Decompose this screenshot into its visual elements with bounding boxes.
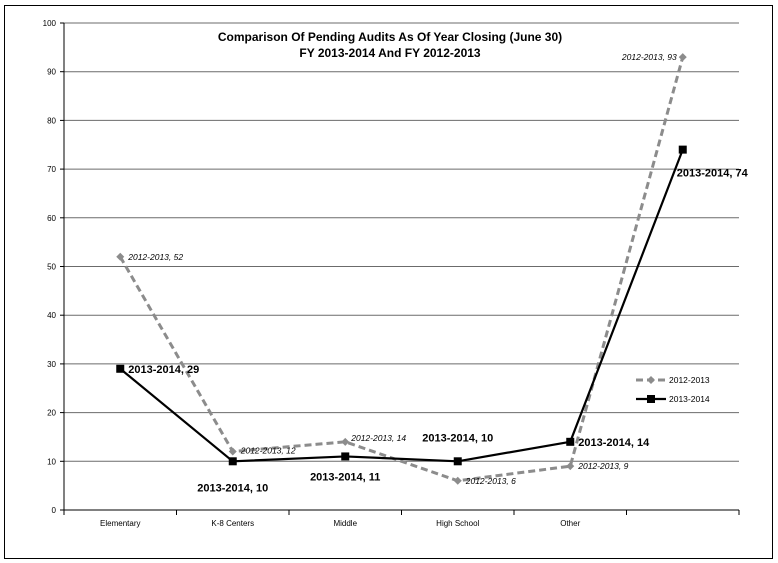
y-tick-label: 100 bbox=[43, 19, 57, 28]
data-label: 2013-2014, 10 bbox=[197, 482, 268, 494]
legend-label: 2013-2014 bbox=[669, 394, 710, 404]
y-tick-label: 60 bbox=[47, 214, 56, 223]
x-tick-label: Middle bbox=[333, 519, 357, 528]
data-point-2012-2013 bbox=[678, 53, 687, 62]
chart-subtitle: FY 2013-2014 And FY 2012-2013 bbox=[299, 46, 481, 60]
y-tick-label: 0 bbox=[52, 506, 57, 515]
data-label: 2013-2014, 29 bbox=[128, 364, 199, 376]
x-tick-label: Elementary bbox=[100, 519, 140, 528]
data-point-2013-2014 bbox=[228, 457, 237, 466]
legend-label: 2012-2013 bbox=[669, 375, 710, 385]
data-label: 2012-2013, 9 bbox=[577, 461, 628, 471]
y-tick-label: 10 bbox=[47, 457, 56, 466]
chart-frame bbox=[4, 5, 773, 559]
chart-title: Comparison Of Pending Audits As Of Year … bbox=[218, 30, 562, 44]
y-tick-label: 80 bbox=[47, 116, 56, 125]
y-tick-label: 50 bbox=[47, 263, 56, 272]
y-tick-label: 70 bbox=[47, 165, 56, 174]
y-tick-label: 20 bbox=[47, 409, 56, 418]
data-label: 2013-2014, 74 bbox=[677, 168, 749, 180]
y-tick-label: 30 bbox=[47, 360, 56, 369]
data-label: 2013-2014, 14 bbox=[578, 437, 650, 449]
series-line-2013-2014 bbox=[119, 149, 684, 463]
data-point-2013-2014 bbox=[453, 457, 462, 466]
x-tick-label: K-8 Centers bbox=[211, 519, 254, 528]
data-point-2012-2013 bbox=[453, 476, 462, 485]
y-tick-label: 40 bbox=[47, 311, 56, 320]
data-point-2012-2013 bbox=[341, 437, 350, 446]
data-label: 2012-2013, 6 bbox=[465, 476, 516, 486]
data-label: 2012-2013, 12 bbox=[240, 446, 296, 456]
x-tick-label: Other bbox=[560, 519, 580, 528]
data-label: 2013-2014, 10 bbox=[422, 432, 493, 444]
data-label: 2012-2013, 52 bbox=[127, 252, 183, 262]
data-point-2013-2014 bbox=[678, 145, 687, 154]
data-point-2012-2013 bbox=[566, 462, 575, 471]
legend-marker bbox=[647, 376, 655, 384]
x-tick-label: High School bbox=[436, 519, 479, 528]
y-tick-label: 90 bbox=[47, 68, 56, 77]
data-point-2012-2013 bbox=[228, 447, 237, 456]
data-point-2013-2014 bbox=[341, 452, 350, 461]
data-point-2013-2014 bbox=[116, 364, 125, 373]
data-point-2012-2013 bbox=[116, 252, 125, 261]
data-label: 2012-2013, 93 bbox=[621, 52, 677, 62]
data-point-2013-2014 bbox=[566, 437, 575, 446]
legend-marker bbox=[647, 395, 655, 403]
data-label: 2012-2013, 14 bbox=[350, 433, 406, 443]
data-label: 2013-2014, 11 bbox=[310, 471, 380, 483]
series-line-2012-2013 bbox=[118, 56, 685, 483]
